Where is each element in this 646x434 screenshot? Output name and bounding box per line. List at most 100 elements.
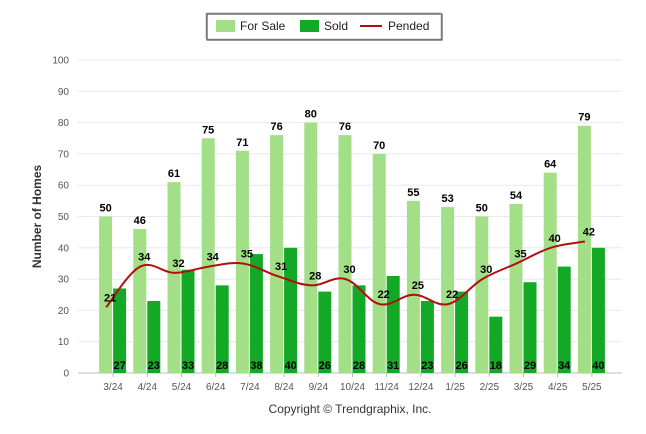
bar-sold [249, 254, 263, 373]
bar-sold [318, 291, 332, 373]
label-pended: 42 [583, 227, 595, 239]
label-sold: 28 [353, 360, 365, 372]
y-tick-label: 50 [58, 212, 70, 223]
bars [99, 122, 605, 373]
label-for-sale: 75 [202, 124, 214, 136]
bar-sold [352, 285, 366, 373]
label-sold: 18 [490, 360, 502, 372]
label-pended: 22 [378, 289, 390, 301]
label-for-sale: 79 [578, 112, 590, 124]
label-for-sale: 61 [168, 168, 180, 180]
label-sold: 23 [421, 360, 433, 372]
label-pended: 32 [172, 258, 184, 270]
y-tick-label: 100 [52, 56, 69, 67]
bar-sold [113, 288, 127, 373]
x-tick-label: 11/24 [375, 382, 400, 393]
y-tick-label: 40 [58, 243, 70, 254]
x-tick-label: 7/24 [240, 382, 260, 393]
bar-for-sale [509, 203, 523, 373]
legend-label-pended: Pended [388, 19, 429, 33]
legend-box [206, 13, 443, 41]
x-tick-label: 5/24 [172, 382, 192, 393]
bar-sold [591, 247, 605, 373]
bar-sold [557, 266, 571, 373]
y-axis-label: Number of Homes [30, 165, 44, 269]
label-sold: 27 [113, 360, 125, 372]
bar-for-sale [270, 135, 284, 373]
label-for-sale: 50 [476, 203, 488, 215]
label-for-sale: 76 [270, 121, 282, 133]
x-tick-label: 12/24 [408, 382, 433, 393]
x-axis-ticks: 3/24 4/24 5/24 6/24 7/24 8/24 9/24 10/24 11/24 12… [103, 373, 602, 393]
label-pended: 34 [138, 252, 151, 264]
label-pended: 30 [480, 264, 492, 276]
x-tick-label: 6/24 [206, 382, 226, 393]
label-pended: 35 [514, 248, 526, 260]
label-for-sale: 76 [339, 121, 351, 133]
label-sold: 34 [558, 360, 571, 372]
x-tick-label: 9/24 [309, 382, 329, 393]
label-sold: 29 [524, 360, 536, 372]
legend-box-shadow [205, 12, 442, 40]
bar-sold [147, 301, 161, 373]
x-tick-label: 8/24 [274, 382, 294, 393]
label-for-sale: 55 [407, 187, 419, 199]
label-sold: 40 [284, 360, 296, 372]
bar-sold [489, 316, 503, 373]
label-sold: 26 [455, 360, 467, 372]
y-tick-label: 70 [58, 149, 70, 160]
label-pended: 21 [104, 292, 116, 304]
label-for-sale: 64 [544, 159, 557, 171]
label-pended: 31 [275, 261, 287, 273]
bar-sold [523, 282, 537, 373]
bar-for-sale [235, 150, 249, 373]
label-for-sale: 54 [510, 190, 523, 202]
y-tick-label: 60 [58, 181, 70, 192]
label-sold: 38 [250, 360, 262, 372]
x-tick-label: 2/25 [480, 382, 500, 393]
bar-for-sale [577, 125, 591, 373]
bar-for-sale [372, 153, 386, 373]
label-sold: 28 [216, 360, 228, 372]
legend-label-sold: Sold [324, 19, 348, 33]
bar-sold [215, 285, 229, 373]
bar-sold [181, 269, 195, 373]
x-tick-label: 3/25 [514, 382, 534, 393]
bar-for-sale [99, 216, 113, 373]
legend-swatch-for-sale [216, 20, 235, 32]
x-tick-label: 4/25 [548, 382, 568, 393]
y-tick-label: 0 [63, 369, 69, 380]
label-sold: 31 [387, 360, 399, 372]
pended-line [105, 240, 586, 308]
label-pended: 34 [207, 252, 220, 264]
copyright-footer: Copyright © Trendgraphix, Inc. [269, 402, 432, 416]
y-tick-label: 90 [58, 87, 70, 98]
bar-for-sale [475, 216, 489, 373]
data-labels: 50 27 46 23 61 33 75 28 71 38 76 40 80 26 76 28 70 31 55 23… [99, 109, 604, 372]
bar-for-sale [201, 138, 215, 373]
label-for-sale: 80 [305, 109, 317, 121]
label-pended: 22 [446, 289, 458, 301]
y-tick-label: 10 [58, 337, 70, 348]
label-pended: 35 [241, 248, 253, 260]
y-axis-ticks: 0 10 20 30 40 50 60 70 80 90 100 [52, 56, 69, 380]
x-tick-label: 1/25 [445, 382, 465, 393]
label-for-sale: 46 [134, 215, 146, 227]
label-pended: 30 [343, 264, 355, 276]
x-tick-label: 4/24 [138, 382, 158, 393]
legend-swatch-sold [300, 20, 319, 32]
label-sold: 23 [148, 360, 160, 372]
bar-for-sale [304, 122, 318, 373]
label-sold: 40 [592, 360, 604, 372]
legend-label-for-sale: For Sale [240, 19, 286, 33]
bar-for-sale [543, 172, 557, 373]
bar-for-sale [406, 200, 420, 373]
x-tick-label: 5/25 [582, 382, 602, 393]
pended-line-path [105, 240, 586, 308]
y-tick-label: 30 [58, 275, 70, 286]
label-pended: 25 [412, 280, 424, 292]
label-sold: 33 [182, 360, 194, 372]
bar-for-sale [167, 182, 181, 373]
label-for-sale: 50 [99, 203, 111, 215]
